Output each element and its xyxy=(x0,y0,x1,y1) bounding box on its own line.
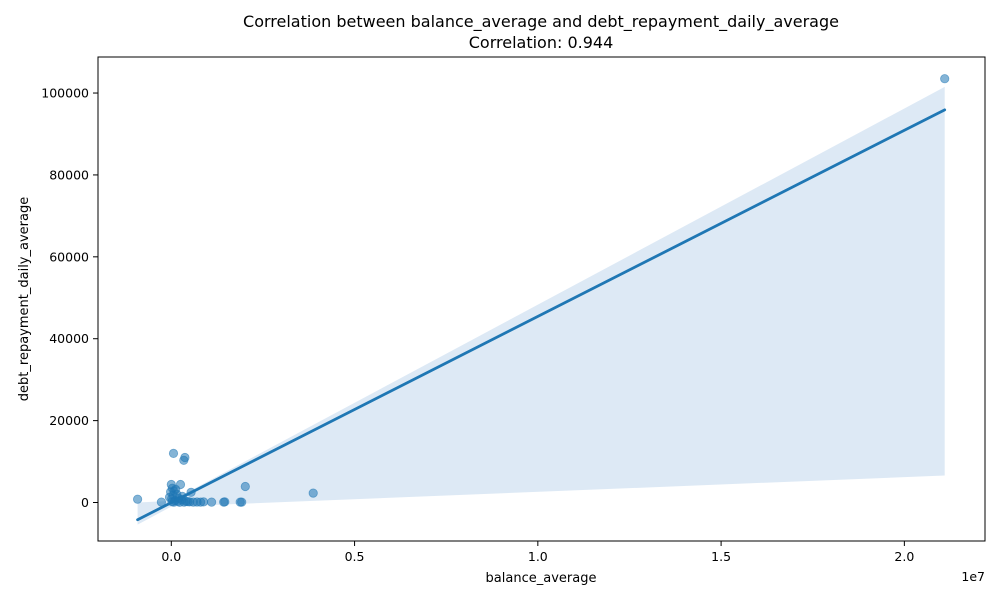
y-axis-label: debt_repayment_daily_average xyxy=(17,197,32,401)
scatter-point xyxy=(185,497,195,507)
y-tick-label: 80000 xyxy=(49,167,89,182)
scatter-point xyxy=(235,497,245,507)
y-tick-label: 100000 xyxy=(41,86,89,101)
y-tick-label: 60000 xyxy=(49,249,89,264)
y-tick-label: 0 xyxy=(81,495,89,510)
y-tick-label: 40000 xyxy=(49,331,89,346)
scatter-point xyxy=(308,488,318,498)
scatter-point xyxy=(179,455,189,465)
x-tick-label: 1.0 xyxy=(528,549,548,564)
y-axis: 0 20000 40000 60000 80000 100000 xyxy=(41,86,98,510)
plot-area xyxy=(133,74,950,525)
regression-line xyxy=(136,108,947,522)
x-axis: 0.0 0.5 1.0 1.5 2.0 xyxy=(161,541,914,564)
x-tick-label: 0.5 xyxy=(345,549,365,564)
x-axis-label: balance_average xyxy=(486,571,597,586)
x-axis-offset-label: 1e7 xyxy=(961,569,985,584)
y-tick-label: 20000 xyxy=(49,413,89,428)
axes-frame xyxy=(97,56,986,542)
x-tick-label: 2.0 xyxy=(894,549,914,564)
scatter-point xyxy=(219,497,229,507)
confidence-band xyxy=(137,86,945,525)
chart-title: Correlation between balance_average and … xyxy=(243,12,839,32)
scatter-point xyxy=(133,494,143,504)
scatter-point xyxy=(207,497,217,507)
chart-subtitle: Correlation: 0.944 xyxy=(469,33,614,52)
x-tick-label: 1.5 xyxy=(711,549,731,564)
x-tick-label: 0.0 xyxy=(161,549,181,564)
scatter-point xyxy=(168,448,179,458)
scatter-point xyxy=(940,74,950,84)
scatter-point xyxy=(240,481,250,492)
